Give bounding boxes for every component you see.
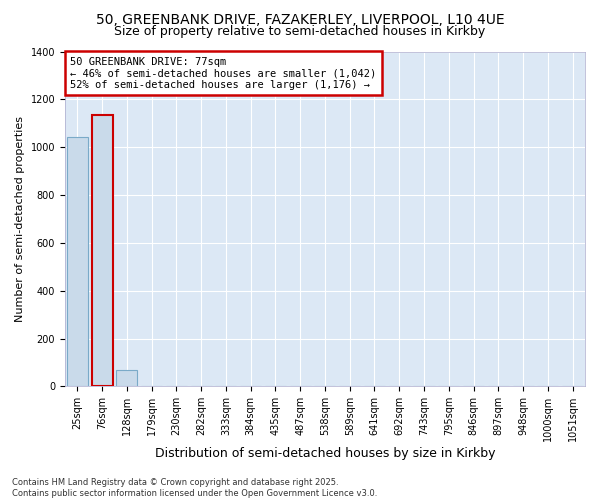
Y-axis label: Number of semi-detached properties: Number of semi-detached properties: [15, 116, 25, 322]
Text: Size of property relative to semi-detached houses in Kirkby: Size of property relative to semi-detach…: [115, 25, 485, 38]
Bar: [116, 370, 137, 386]
Bar: [67, 137, 88, 386]
Bar: [92, 115, 113, 386]
Text: 50, GREENBANK DRIVE, FAZAKERLEY, LIVERPOOL, L10 4UE: 50, GREENBANK DRIVE, FAZAKERLEY, LIVERPO…: [95, 12, 505, 26]
Text: Contains HM Land Registry data © Crown copyright and database right 2025.
Contai: Contains HM Land Registry data © Crown c…: [12, 478, 377, 498]
X-axis label: Distribution of semi-detached houses by size in Kirkby: Distribution of semi-detached houses by …: [155, 447, 495, 460]
Text: 50 GREENBANK DRIVE: 77sqm
← 46% of semi-detached houses are smaller (1,042)
52% : 50 GREENBANK DRIVE: 77sqm ← 46% of semi-…: [70, 56, 376, 90]
